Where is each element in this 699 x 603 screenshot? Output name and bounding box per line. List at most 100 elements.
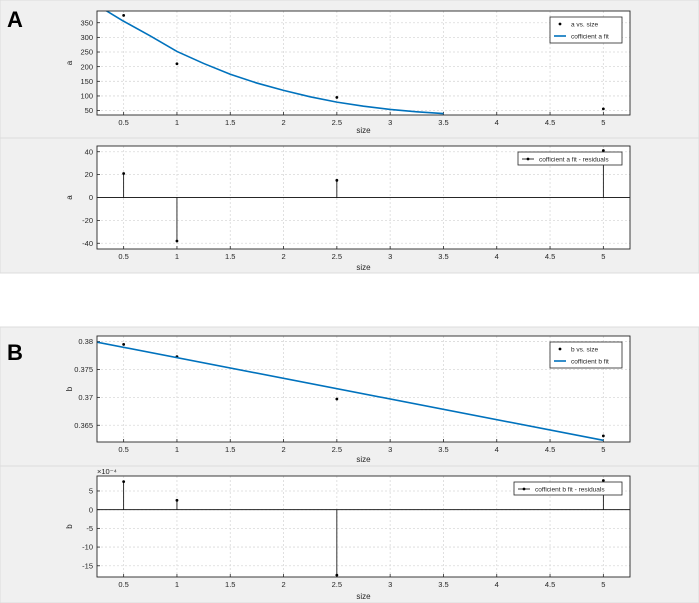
x-tick-label: 1.5 (225, 580, 235, 589)
plot-a-residuals: 0.5 1 1.5 2 2.5 3 3.5 4 4.5 5 40 20 0 -20 -40 size a coff… (65, 145, 631, 272)
x-tick-label: 5 (601, 445, 605, 454)
plot-area (97, 11, 630, 115)
x-tick-label: 4 (495, 252, 499, 261)
legend-box (513, 481, 623, 496)
data-point (122, 13, 126, 17)
legend-entry-label: cofficient a fit - residuals (539, 156, 609, 163)
legend-box (549, 341, 623, 369)
axes-frame (96, 335, 631, 443)
x-axis-label: size (356, 592, 371, 601)
x-tick-label: 3.5 (438, 252, 448, 261)
residual-point (601, 479, 605, 482)
y-tick-label: 200 (80, 62, 93, 71)
x-tick-label: 0.5 (118, 252, 128, 261)
x-tick-label: 2 (281, 252, 285, 261)
y-tick-label: -5 (86, 524, 93, 533)
legend-box (549, 16, 623, 44)
x-tick-label: 5 (601, 580, 605, 589)
x-tick-label: 1.5 (225, 445, 235, 454)
y-exponent-label: ×10⁻⁴ (97, 467, 117, 476)
y-tick-label: 50 (85, 106, 93, 115)
x-tick-label: 2.5 (332, 252, 342, 261)
legend-point-symbol (558, 347, 562, 351)
y-tick-label: 0.365 (74, 421, 93, 430)
legend-stem-marker (526, 157, 530, 161)
fit-line (97, 341, 604, 442)
plot-data (97, 341, 605, 442)
y-tick-label: 100 (80, 92, 93, 101)
y-tick-label: 150 (80, 77, 93, 86)
data-point (335, 397, 339, 401)
plot-data (105, 11, 605, 115)
x-tick-label: 1 (175, 252, 179, 261)
x-tick-label: 3 (388, 445, 392, 454)
y-tick-label: 0 (89, 193, 93, 202)
legend-entry-label: cofficient b fit - residuals (535, 486, 605, 493)
x-tick-label: 0.5 (118, 118, 128, 127)
data-point (601, 107, 605, 111)
x-tick-label: 4 (495, 445, 499, 454)
y-axis-label: b (65, 386, 74, 391)
x-tick-label: 2.5 (332, 580, 342, 589)
plot-area (97, 336, 630, 442)
axes-frame (96, 10, 631, 116)
y-axis-label: a (65, 60, 74, 65)
y-tick-label: -15 (82, 561, 93, 570)
plot-b-residuals: 0.5 1 1.5 2 2.5 3 3.5 4 4.5 5 5 0 -5 -10 -15 ×10⁻⁴ size b… (65, 467, 631, 601)
x-tick-label: 0.5 (118, 580, 128, 589)
residual-point (335, 573, 339, 577)
x-tick-label: 1 (175, 445, 179, 454)
x-tick-label: 5 (601, 252, 605, 261)
y-tick-label: 250 (80, 48, 93, 57)
x-tick-label: 3.5 (438, 445, 448, 454)
x-tick-label: 3.5 (438, 580, 448, 589)
y-tick-label: 350 (80, 18, 93, 27)
data-point (175, 62, 179, 66)
x-tick-label: 2 (281, 118, 285, 127)
y-tick-label: -40 (82, 239, 93, 248)
x-tick-label: 4.5 (545, 118, 555, 127)
legend-point-symbol (558, 22, 562, 26)
fit-line (105, 11, 444, 115)
legend-entry-label: cofficient a fit (571, 33, 609, 40)
y-tick-label: 40 (85, 147, 93, 156)
axes-frame (96, 475, 631, 578)
x-tick-label: 5 (601, 118, 605, 127)
y-tick-label: 0 (89, 505, 93, 514)
x-tick-label: 2 (281, 580, 285, 589)
axes-frame (96, 145, 631, 250)
y-tick-label: 0.375 (74, 365, 93, 374)
residual-point (601, 149, 605, 152)
legend-entry-label: a vs. size (571, 21, 598, 28)
y-tick-label: -20 (82, 216, 93, 225)
residual-point (122, 172, 126, 175)
x-tick-label: 1 (175, 118, 179, 127)
x-tick-label: 4.5 (545, 580, 555, 589)
y-axis-label: a (65, 195, 74, 200)
x-tick-label: 3 (388, 118, 392, 127)
residual-point (122, 480, 126, 484)
x-tick-label: 4 (495, 118, 499, 127)
y-tick-label: 20 (85, 170, 93, 179)
plot-data (97, 149, 630, 243)
x-tick-label: 1 (175, 580, 179, 589)
data-point (122, 342, 126, 346)
x-tick-label: 2.5 (332, 118, 342, 127)
x-axis-label: size (356, 126, 371, 135)
data-point (601, 434, 605, 438)
x-tick-label: 4.5 (545, 445, 555, 454)
residual-point (175, 239, 179, 243)
x-tick-label: 3.5 (438, 118, 448, 127)
x-tick-label: 3 (388, 580, 392, 589)
x-tick-label: 2 (281, 445, 285, 454)
x-axis-label: size (356, 263, 371, 272)
x-tick-label: 0.5 (118, 445, 128, 454)
y-tick-label: 5 (89, 487, 93, 496)
y-tick-label: 0.37 (78, 393, 93, 402)
y-axis-label: b (65, 524, 74, 529)
x-tick-label: 1.5 (225, 252, 235, 261)
legend-entry-label: cofficient b fit (571, 358, 609, 365)
legend-entry-label: b vs. size (571, 346, 598, 353)
x-tick-label: 4.5 (545, 252, 555, 261)
